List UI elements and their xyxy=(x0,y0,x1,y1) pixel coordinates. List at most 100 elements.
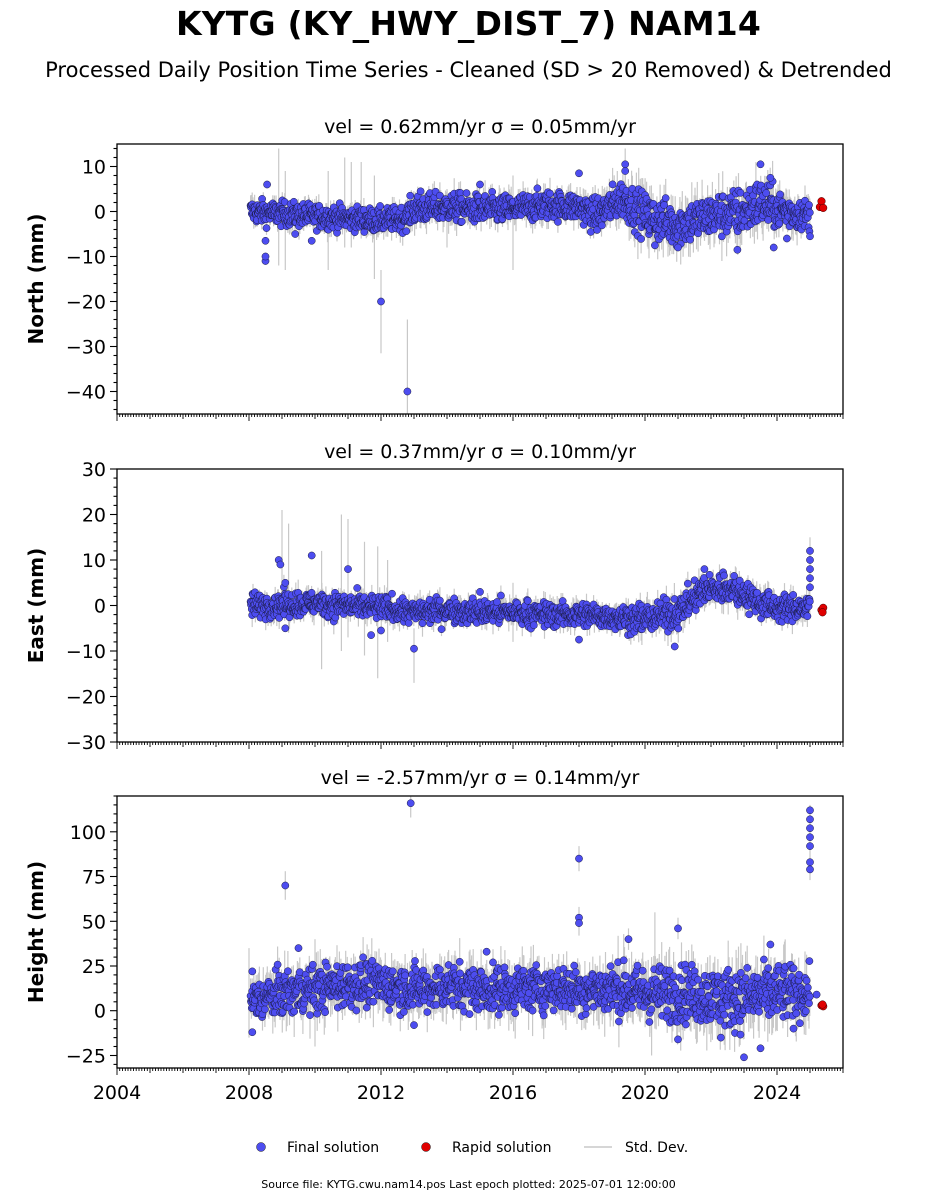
final-point xyxy=(476,588,484,596)
final-point xyxy=(762,189,771,197)
final-point xyxy=(360,228,369,236)
plot-area xyxy=(246,510,828,683)
final-point xyxy=(476,180,484,189)
y-tick-label: 10 xyxy=(82,550,106,572)
y-tick-label: 20 xyxy=(82,505,106,527)
final-point xyxy=(766,173,775,182)
final-point xyxy=(406,191,415,200)
panel-north: −40 −30 −20 −10 0 10 vel = 0.62mm/yr σ = 0.05m… xyxy=(24,116,844,421)
y-tick-label: −10 xyxy=(66,247,106,269)
final-point xyxy=(718,232,726,241)
final-point xyxy=(764,216,773,224)
panels: −40 −30 −20 −10 0 10 vel = 0.62mm/yr σ = 0.05m… xyxy=(24,116,844,1104)
final-point xyxy=(789,591,798,599)
final-point xyxy=(683,579,692,588)
final-point xyxy=(497,591,505,600)
rapid-point xyxy=(818,608,827,617)
final-point xyxy=(307,588,316,597)
y-axis-label: North (mm) xyxy=(24,213,48,344)
final-point xyxy=(720,571,728,580)
final-point xyxy=(745,610,754,619)
final-point xyxy=(554,218,562,226)
final-point xyxy=(806,574,814,583)
y-tick-label: −10 xyxy=(66,641,106,663)
final-point xyxy=(575,169,583,178)
final-point xyxy=(410,644,418,653)
y-tick-label: 10 xyxy=(82,157,106,179)
final-point xyxy=(805,201,813,209)
final-point xyxy=(457,217,466,226)
final-point xyxy=(730,572,738,580)
plot-area xyxy=(246,148,828,414)
final-solution-points xyxy=(246,160,814,396)
final-point xyxy=(493,598,501,606)
final-point xyxy=(783,234,791,243)
panel-title: vel = 0.62mm/yr σ = 0.05mm/yr xyxy=(324,116,636,138)
final-point xyxy=(806,583,814,592)
final-point xyxy=(769,243,778,252)
final-point xyxy=(805,597,814,606)
final-point xyxy=(307,236,316,245)
final-point xyxy=(686,235,695,244)
final-point xyxy=(367,631,375,639)
final-point xyxy=(263,180,271,189)
final-point xyxy=(261,236,270,245)
panel-east: −30 −20 −10 0 10 20 30 vel = 0.37mm/yr σ = 0.10… xyxy=(24,441,844,754)
final-point xyxy=(281,578,290,587)
final-point xyxy=(404,619,413,627)
final-point xyxy=(418,619,427,628)
y-axis-label: East (mm) xyxy=(24,548,48,664)
final-point xyxy=(291,230,300,238)
final-point xyxy=(402,227,411,236)
final-point xyxy=(806,565,814,573)
final-point xyxy=(705,570,714,579)
y-tick-label: −40 xyxy=(66,382,106,404)
final-point xyxy=(776,190,784,199)
final-point xyxy=(377,626,385,635)
final-point xyxy=(377,297,385,306)
final-point xyxy=(403,387,412,396)
final-point xyxy=(651,241,659,250)
final-point xyxy=(806,232,814,241)
final-point xyxy=(523,596,532,605)
y-tick-label: 30 xyxy=(82,459,106,481)
final-point xyxy=(353,584,362,592)
final-point xyxy=(775,219,784,228)
chart-title: KYTG (KY_HWY_DIST_7) NAM14 xyxy=(175,4,762,43)
final-point xyxy=(529,621,538,630)
y-tick-label: −20 xyxy=(66,687,106,709)
final-point xyxy=(262,224,271,232)
final-point xyxy=(700,565,709,573)
y-tick-label: 0 xyxy=(94,202,106,224)
final-point xyxy=(462,189,471,197)
final-point xyxy=(436,191,444,200)
final-point xyxy=(661,194,670,202)
final-point xyxy=(261,252,270,261)
final-point xyxy=(575,635,583,644)
final-solution-points xyxy=(246,547,814,653)
y-tick-label: −20 xyxy=(66,292,106,314)
rapid-point xyxy=(817,197,826,206)
final-point xyxy=(733,245,742,254)
final-point xyxy=(344,565,352,573)
y-tick-label: −30 xyxy=(66,337,106,359)
final-point xyxy=(436,596,444,605)
rapid-solution-points xyxy=(815,197,828,212)
y-tick-label: 0 xyxy=(94,596,106,618)
final-point xyxy=(276,560,285,569)
final-point xyxy=(598,221,606,230)
rapid-solution-points xyxy=(817,603,828,617)
chart-subtitle: Processed Daily Position Time Series - C… xyxy=(45,58,892,82)
final-point xyxy=(533,184,542,193)
final-point xyxy=(416,187,425,196)
final-point xyxy=(307,551,316,560)
final-point xyxy=(806,547,814,555)
final-point xyxy=(806,556,814,564)
final-point xyxy=(670,642,679,651)
final-point xyxy=(546,189,554,198)
final-point xyxy=(621,160,630,169)
final-point xyxy=(608,180,617,189)
final-point xyxy=(756,160,765,169)
